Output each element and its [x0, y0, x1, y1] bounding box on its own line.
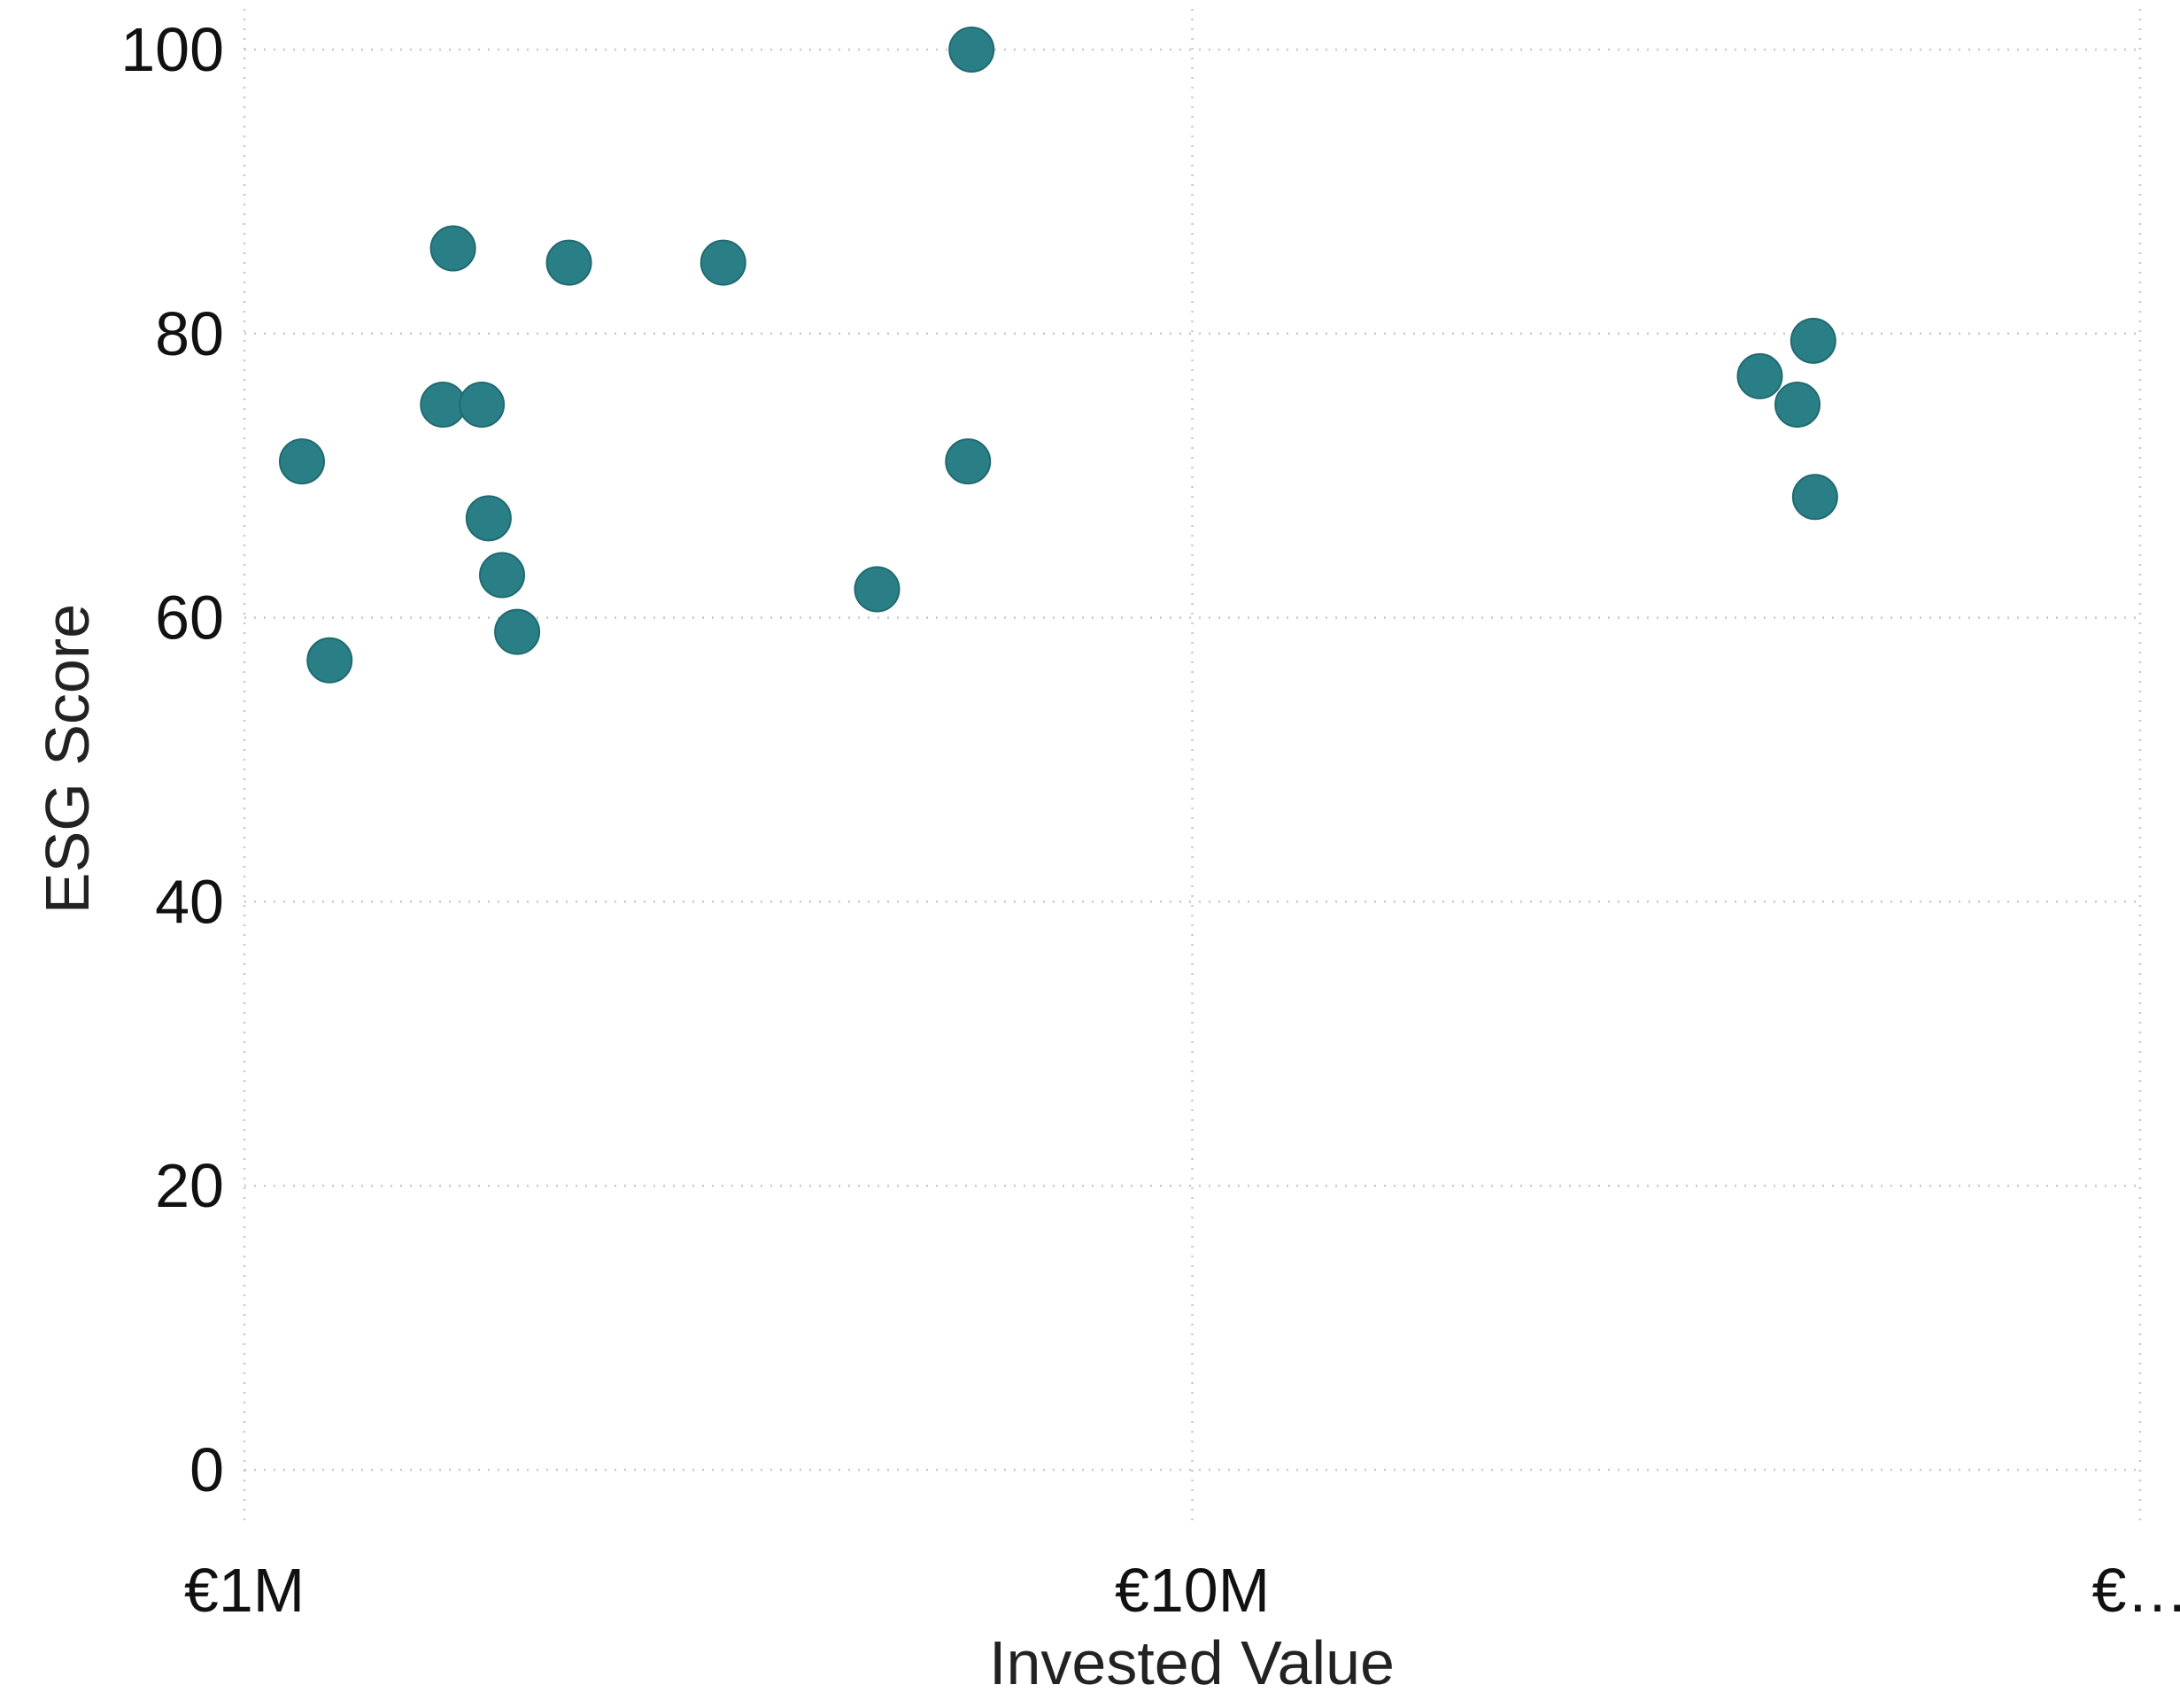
data-point	[945, 438, 992, 485]
y-tick-label: 100	[120, 15, 224, 84]
data-point	[420, 382, 467, 428]
data-point	[278, 438, 325, 485]
data-point	[1791, 474, 1838, 521]
data-point	[1774, 382, 1821, 428]
y-tick-label: 60	[155, 584, 224, 653]
data-point	[306, 637, 353, 684]
y-axis-title: ESG Score	[33, 604, 102, 914]
data-point	[479, 552, 526, 599]
y-tick-label: 0	[189, 1435, 224, 1504]
x-tick-label: €…	[2092, 1556, 2180, 1625]
data-point	[545, 239, 592, 286]
data-point	[1736, 352, 1783, 399]
y-tick-label: 40	[155, 867, 224, 936]
data-point	[700, 239, 746, 286]
y-tick-label: 20	[155, 1151, 224, 1220]
x-tick-label: €10M	[1115, 1556, 1270, 1625]
grid	[243, 9, 2142, 1523]
x-tick-label: €1M	[184, 1556, 305, 1625]
data-point	[429, 225, 476, 272]
data-point	[494, 608, 541, 655]
data-point	[1790, 317, 1836, 364]
data-point	[854, 566, 901, 613]
data-point	[465, 495, 512, 542]
x-tick-labels: €1M €10M €…	[184, 1556, 2180, 1625]
data-point	[948, 27, 995, 73]
y-tick-label: 80	[155, 299, 224, 368]
x-axis-title: Invested Value	[989, 1628, 1395, 1697]
data-points	[278, 27, 1838, 684]
y-tick-labels: 0 20 40 60 80 100	[120, 15, 224, 1504]
data-point	[459, 382, 506, 428]
